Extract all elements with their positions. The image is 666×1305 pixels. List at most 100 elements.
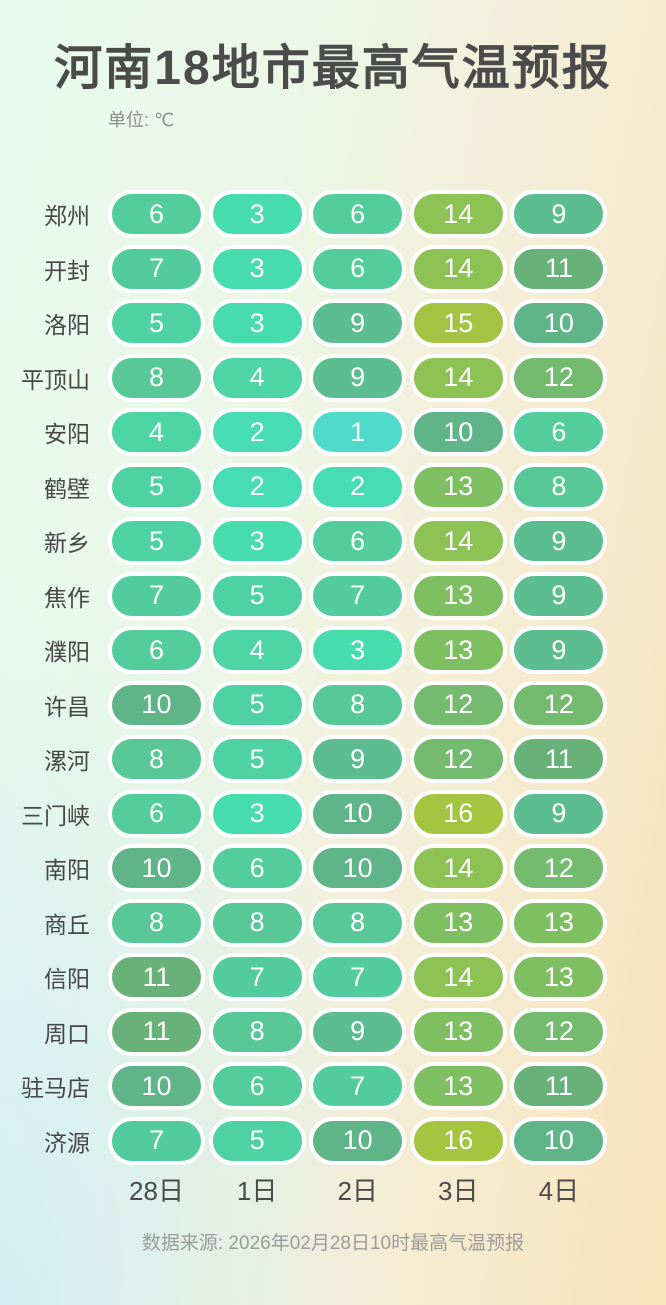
temp-cell: 4 bbox=[108, 408, 205, 456]
temp-cell: 12 bbox=[409, 735, 507, 783]
temp-cell: 13 bbox=[409, 462, 507, 511]
temp-cell: 7 bbox=[108, 1116, 205, 1165]
temp-cell: 6 bbox=[510, 408, 608, 456]
city-label: 焦作 bbox=[44, 584, 90, 611]
temp-cell: 6 bbox=[309, 244, 407, 293]
table-row: 焦作 7 5 7 13 9 bbox=[0, 571, 666, 620]
temp-cell: 2 bbox=[208, 408, 306, 456]
table-row: 鹤壁 5 2 2 13 8 bbox=[0, 462, 666, 511]
temp-cell: 8 bbox=[309, 680, 407, 729]
temp-cell: 11 bbox=[510, 735, 608, 783]
temp-cell: 6 bbox=[108, 789, 205, 838]
table-row: 济源 7 5 10 16 10 bbox=[0, 1116, 666, 1165]
row-values: 11 8 9 13 12 bbox=[108, 1007, 608, 1056]
temp-cell: 10 bbox=[510, 299, 608, 347]
temp-cell: 11 bbox=[510, 1062, 608, 1110]
table-row: 平顶山 8 4 9 14 12 bbox=[0, 353, 666, 402]
table-row: 周口 11 8 9 13 12 bbox=[0, 1007, 666, 1056]
temp-cell: 13 bbox=[510, 953, 608, 1001]
page-title: 河南18地市最高气温预报 bbox=[54, 42, 612, 95]
temp-cell: 12 bbox=[510, 1007, 608, 1056]
temp-cell: 2 bbox=[208, 462, 306, 511]
city-label: 驻马店 bbox=[21, 1075, 90, 1101]
header: 河南18地市最高气温预报 单位: ℃ bbox=[0, 0, 666, 132]
row-values: 7 5 10 16 10 bbox=[108, 1116, 608, 1165]
temp-cell: 8 bbox=[108, 898, 205, 947]
temp-cell: 14 bbox=[409, 844, 507, 892]
city-label: 三门峡 bbox=[21, 802, 90, 829]
row-values: 10 6 10 14 12 bbox=[108, 844, 608, 892]
temp-cell: 10 bbox=[309, 844, 407, 892]
temp-cell: 7 bbox=[108, 244, 205, 293]
row-values: 10 5 8 12 12 bbox=[108, 680, 608, 729]
temp-cell: 3 bbox=[208, 299, 306, 347]
temp-cell: 13 bbox=[409, 571, 507, 620]
temp-cell: 14 bbox=[409, 517, 507, 565]
temp-cell: 11 bbox=[108, 1007, 205, 1056]
row-values: 5 2 2 13 8 bbox=[108, 462, 608, 511]
temp-cell: 13 bbox=[409, 1062, 507, 1110]
temp-cell: 5 bbox=[208, 680, 306, 729]
table-row: 安阳 4 2 1 10 6 bbox=[0, 408, 666, 456]
table-row: 郑州 6 3 6 14 9 bbox=[0, 190, 666, 238]
city-label: 平顶山 bbox=[21, 366, 90, 393]
temp-cell: 5 bbox=[108, 299, 205, 347]
temp-cell: 3 bbox=[309, 626, 407, 674]
row-values: 7 5 7 13 9 bbox=[108, 571, 608, 620]
temp-cell: 9 bbox=[510, 571, 608, 620]
temp-cell: 12 bbox=[409, 680, 507, 729]
temp-cell: 13 bbox=[409, 898, 507, 947]
temp-cell: 9 bbox=[510, 789, 608, 838]
table-row: 驻马店 10 6 7 13 11 bbox=[0, 1062, 666, 1110]
temp-cell: 9 bbox=[309, 299, 407, 347]
temp-cell: 7 bbox=[309, 953, 407, 1001]
temp-cell: 13 bbox=[409, 626, 507, 674]
temp-cell: 10 bbox=[108, 680, 205, 729]
temp-cell: 12 bbox=[510, 680, 608, 729]
temp-cell: 14 bbox=[409, 244, 507, 293]
temp-cell: 7 bbox=[208, 953, 306, 1001]
table-row: 漯河 8 5 9 12 11 bbox=[0, 735, 666, 783]
temp-cell: 13 bbox=[409, 1007, 507, 1056]
temp-cell: 10 bbox=[309, 1116, 407, 1165]
table-row: 开封 7 3 6 14 11 bbox=[0, 244, 666, 293]
row-values: 8 8 8 13 13 bbox=[108, 898, 608, 947]
temp-cell: 8 bbox=[208, 1007, 306, 1056]
city-label: 安阳 bbox=[44, 421, 90, 447]
temp-cell: 8 bbox=[309, 898, 407, 947]
city-label: 漯河 bbox=[44, 748, 90, 774]
city-label: 开封 bbox=[44, 257, 90, 284]
temp-cell: 6 bbox=[309, 190, 407, 238]
temp-cell: 9 bbox=[510, 517, 608, 565]
temp-cell: 6 bbox=[108, 190, 205, 238]
temp-cell: 10 bbox=[108, 844, 205, 892]
row-values: 4 2 1 10 6 bbox=[108, 408, 608, 456]
city-label: 郑州 bbox=[44, 203, 90, 229]
temp-cell: 12 bbox=[510, 353, 608, 402]
table-row: 许昌 10 5 8 12 12 bbox=[0, 680, 666, 729]
temp-cell: 5 bbox=[208, 571, 306, 620]
row-values: 7 3 6 14 11 bbox=[108, 244, 608, 293]
temp-cell: 7 bbox=[309, 1062, 407, 1110]
temp-cell: 11 bbox=[510, 244, 608, 293]
temp-cell: 9 bbox=[309, 353, 407, 402]
temp-cell: 1 bbox=[309, 408, 407, 456]
temp-cell: 7 bbox=[108, 571, 205, 620]
temp-cell: 10 bbox=[309, 789, 407, 838]
date-axis: 28日 1日 2日 3日 4日 bbox=[0, 1171, 666, 1207]
temp-cell: 6 bbox=[208, 1062, 306, 1110]
row-values: 6 3 6 14 9 bbox=[108, 190, 608, 238]
temp-cell: 5 bbox=[108, 517, 205, 565]
table-row: 三门峡 6 3 10 16 9 bbox=[0, 789, 666, 838]
temp-cell: 2 bbox=[309, 462, 407, 511]
temp-cell: 6 bbox=[208, 844, 306, 892]
city-label: 信阳 bbox=[44, 966, 90, 992]
data-source-note: 数据来源: 2026年02月28日10时最高气温预报 bbox=[141, 1233, 525, 1254]
temp-cell: 12 bbox=[510, 844, 608, 892]
table-row: 信阳 11 7 7 14 13 bbox=[0, 953, 666, 1001]
table-row: 新乡 5 3 6 14 9 bbox=[0, 517, 666, 565]
date-label: 3日 bbox=[438, 1175, 479, 1206]
table-row: 南阳 10 6 10 14 12 bbox=[0, 844, 666, 892]
date-label: 1日 bbox=[236, 1175, 278, 1206]
temp-cell: 7 bbox=[309, 571, 407, 620]
